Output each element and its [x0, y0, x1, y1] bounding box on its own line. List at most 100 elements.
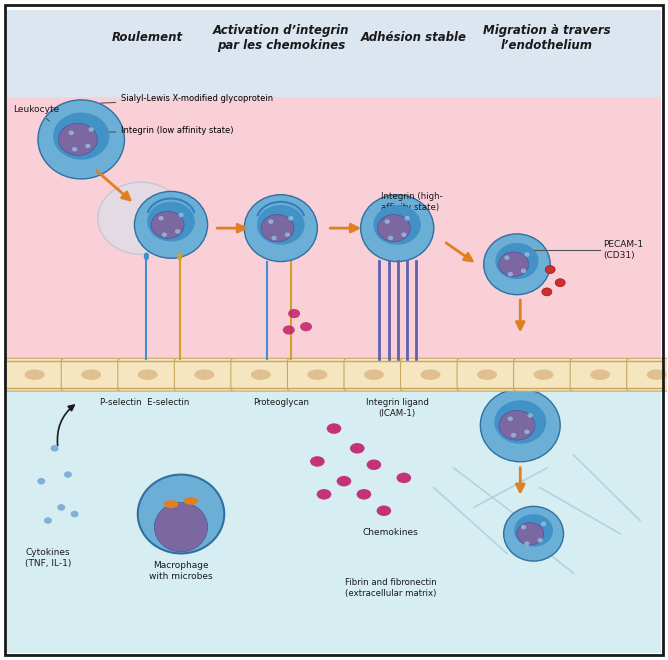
Ellipse shape [244, 195, 317, 261]
FancyArrowPatch shape [397, 220, 399, 226]
Ellipse shape [64, 471, 72, 478]
Ellipse shape [377, 506, 391, 516]
Ellipse shape [504, 506, 564, 561]
Ellipse shape [251, 370, 271, 380]
Ellipse shape [58, 123, 98, 155]
Ellipse shape [154, 502, 208, 552]
Ellipse shape [98, 182, 184, 254]
Ellipse shape [508, 416, 513, 421]
Ellipse shape [261, 214, 294, 242]
Ellipse shape [647, 370, 667, 380]
FancyArrowPatch shape [400, 228, 405, 230]
Text: Integrin (high-
affinity state): Integrin (high- affinity state) [381, 192, 442, 212]
Ellipse shape [177, 252, 182, 260]
Text: Integrin (low affinity state): Integrin (low affinity state) [83, 126, 234, 135]
Ellipse shape [175, 229, 180, 234]
Ellipse shape [528, 413, 533, 418]
Ellipse shape [300, 322, 312, 331]
FancyArrowPatch shape [84, 135, 90, 138]
FancyArrowPatch shape [330, 224, 358, 232]
Ellipse shape [138, 370, 158, 380]
FancyBboxPatch shape [514, 358, 574, 391]
FancyArrowPatch shape [283, 230, 286, 234]
FancyBboxPatch shape [7, 96, 661, 376]
Ellipse shape [590, 370, 610, 380]
Text: Fibrin and fibronectin
(extracellular matrix): Fibrin and fibronectin (extracellular ma… [345, 578, 436, 598]
Ellipse shape [57, 504, 65, 511]
Ellipse shape [504, 255, 510, 260]
Ellipse shape [420, 370, 440, 380]
FancyArrowPatch shape [279, 231, 281, 236]
Ellipse shape [357, 489, 371, 500]
FancyArrowPatch shape [399, 223, 403, 226]
FancyArrowPatch shape [273, 225, 278, 228]
FancyArrowPatch shape [283, 228, 289, 230]
Ellipse shape [524, 541, 530, 546]
Ellipse shape [184, 497, 198, 505]
Ellipse shape [541, 521, 546, 526]
FancyBboxPatch shape [344, 358, 404, 391]
Ellipse shape [388, 236, 393, 240]
Ellipse shape [307, 370, 327, 380]
Ellipse shape [257, 205, 305, 245]
Ellipse shape [514, 514, 553, 546]
FancyBboxPatch shape [174, 358, 234, 391]
Ellipse shape [151, 211, 184, 238]
FancyBboxPatch shape [231, 358, 291, 391]
FancyArrowPatch shape [516, 300, 524, 329]
FancyArrowPatch shape [277, 221, 279, 226]
Ellipse shape [521, 269, 526, 273]
Ellipse shape [288, 216, 293, 220]
FancyBboxPatch shape [287, 358, 347, 391]
Ellipse shape [337, 476, 351, 486]
Ellipse shape [477, 370, 497, 380]
Ellipse shape [89, 127, 94, 132]
Ellipse shape [361, 195, 434, 261]
Text: Adhésion stable: Adhésion stable [361, 31, 467, 44]
Ellipse shape [144, 252, 149, 260]
Ellipse shape [44, 517, 52, 524]
FancyArrowPatch shape [172, 227, 175, 232]
Ellipse shape [72, 147, 77, 152]
FancyArrowPatch shape [274, 230, 279, 232]
Ellipse shape [53, 113, 110, 160]
FancyArrowPatch shape [393, 221, 396, 226]
Ellipse shape [524, 252, 530, 257]
Text: Leukocyte: Leukocyte [13, 105, 59, 121]
Ellipse shape [542, 288, 552, 296]
Ellipse shape [164, 500, 178, 508]
Text: Roulement: Roulement [112, 31, 183, 44]
Ellipse shape [495, 243, 538, 279]
Text: Sialyl-Lewis X-modified glycoprotein: Sialyl-Lewis X-modified glycoprotein [101, 94, 273, 103]
FancyArrowPatch shape [167, 218, 170, 222]
FancyBboxPatch shape [61, 358, 121, 391]
Ellipse shape [511, 433, 516, 438]
Ellipse shape [508, 272, 513, 277]
FancyBboxPatch shape [7, 359, 661, 391]
FancyBboxPatch shape [7, 391, 661, 653]
Text: Migration à travers
l’endothelium: Migration à travers l’endothelium [483, 24, 611, 51]
Ellipse shape [498, 252, 528, 277]
FancyBboxPatch shape [570, 358, 630, 391]
Ellipse shape [138, 475, 224, 554]
Ellipse shape [517, 523, 544, 544]
Ellipse shape [285, 232, 290, 237]
FancyArrowPatch shape [389, 225, 395, 228]
Ellipse shape [38, 100, 124, 179]
Text: Proteoglycan: Proteoglycan [253, 399, 309, 407]
FancyArrowPatch shape [97, 171, 130, 200]
Ellipse shape [194, 370, 214, 380]
Ellipse shape [350, 443, 365, 453]
FancyArrowPatch shape [217, 224, 245, 232]
Ellipse shape [480, 389, 560, 462]
FancyArrowPatch shape [82, 142, 85, 148]
FancyArrowPatch shape [168, 228, 170, 232]
FancyArrowPatch shape [283, 223, 287, 226]
Ellipse shape [86, 144, 91, 148]
FancyBboxPatch shape [457, 358, 517, 391]
FancyBboxPatch shape [5, 358, 65, 391]
Text: Integrin ligand
(ICAM-1): Integrin ligand (ICAM-1) [366, 399, 429, 418]
Ellipse shape [534, 370, 554, 380]
Ellipse shape [283, 325, 295, 335]
Ellipse shape [37, 478, 45, 484]
